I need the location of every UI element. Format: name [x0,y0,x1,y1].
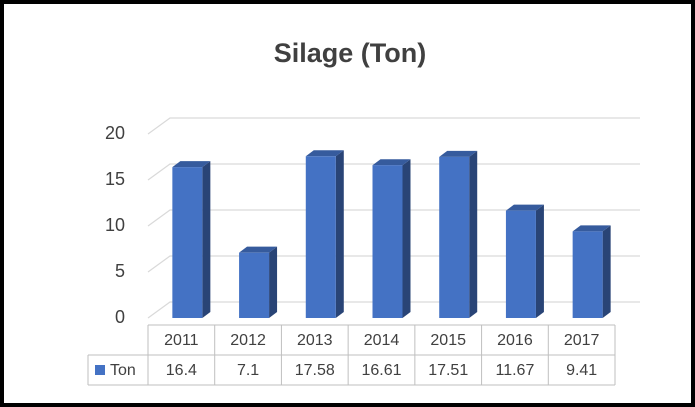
x-tick-label: 2016 [497,332,533,349]
y-tick-label: 5 [115,261,125,281]
grid-line [147,117,640,135]
bar-front [505,210,536,318]
chart-title: Silage (Ton) [274,38,427,68]
bar-side [535,204,544,318]
data-label: 17.51 [428,362,468,379]
bar [372,159,411,318]
bar-front [239,252,270,318]
x-tick-label: 2012 [230,332,266,349]
x-tick-label: 2011 [164,332,199,349]
legend-label: Ton [110,362,136,379]
y-tick-label: 20 [105,123,125,143]
bar-front [172,167,203,318]
data-label: 16.4 [166,362,197,379]
bar [572,225,611,318]
bar-front [305,156,336,318]
bar-front [372,165,403,318]
bar-top [372,159,411,166]
bar [172,161,211,318]
grid-line [147,209,640,227]
data-label: 7.1 [237,362,259,379]
bar-side [402,159,411,318]
data-label: 9.41 [566,362,597,379]
bar [239,246,278,318]
x-tick-label: 2017 [564,332,600,349]
y-tick-label: 0 [115,307,125,327]
bar-side [602,225,611,318]
bar-side [335,150,344,318]
bar-top [172,161,211,168]
bar-front [439,156,470,318]
bar-top [305,150,344,157]
data-label: 11.67 [495,362,534,379]
bar-top [505,204,544,211]
x-tick-label: 2015 [430,332,466,349]
bar-side [269,246,278,318]
bar-front [572,231,603,318]
data-label: 17.58 [295,362,335,379]
bar-top [239,246,278,253]
bar-side [202,161,211,318]
bar-side [469,150,478,318]
bar-top [572,225,611,232]
x-tick-label: 2013 [297,332,333,349]
grid-line [147,301,640,319]
bar [305,150,344,318]
bar [505,204,544,318]
y-tick-label: 10 [105,215,125,235]
grid-line [147,163,640,181]
data-label: 16.61 [361,362,401,379]
grid-line [147,255,640,273]
bar-top [439,150,478,157]
x-tick-label: 2014 [364,332,400,349]
bar [439,150,478,318]
legend-swatch [95,365,105,375]
y-tick-label: 15 [105,169,125,189]
